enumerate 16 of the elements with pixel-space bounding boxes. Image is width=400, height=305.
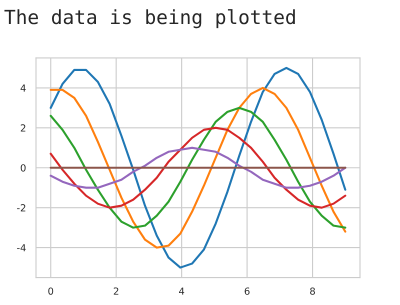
x-tick-label: 4 xyxy=(179,288,184,295)
line-series xyxy=(50,86,346,249)
y-tick-label: -2 xyxy=(17,204,26,212)
x-tick-label: 8 xyxy=(310,287,315,295)
y-tick-label: 0 xyxy=(20,164,26,172)
line-series xyxy=(50,146,346,189)
chart-title: The data is being plotted xyxy=(4,9,295,28)
x-tick-label: 6 xyxy=(244,287,250,295)
y-tick-label: -4 xyxy=(17,244,26,252)
line-series xyxy=(50,106,346,229)
x-tick-label: 0 xyxy=(48,287,54,295)
y-tick-label: 2 xyxy=(20,124,26,132)
y-tick-label: 4 xyxy=(20,84,26,92)
x-tick-label: 2 xyxy=(114,287,118,295)
line-series xyxy=(50,126,346,209)
line-series xyxy=(50,66,346,269)
